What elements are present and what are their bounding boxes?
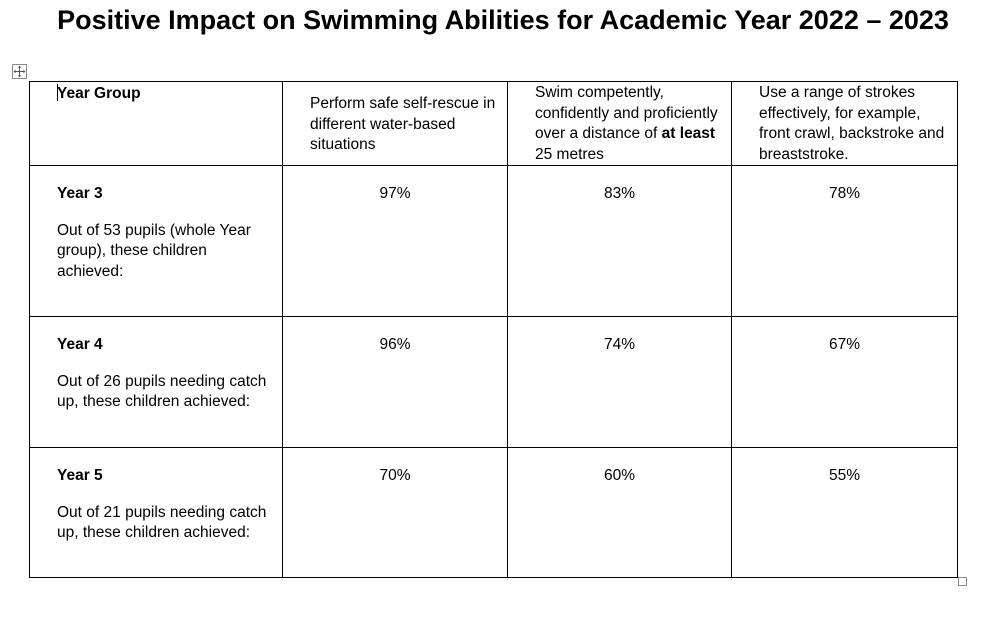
header-cell-self-rescue[interactable]: Perform safe self-rescue in different wa… <box>282 81 508 166</box>
value-cell[interactable]: 74% <box>507 316 732 448</box>
table-row: Year 4 Out of 26 pupils needing catch up… <box>29 316 958 448</box>
year-description: Out of 26 pupils needing catch up, these… <box>57 372 267 411</box>
header-self-rescue-label: Perform safe self-rescue in different wa… <box>310 95 496 153</box>
year-description: Out of 21 pupils needing catch up, these… <box>57 503 267 542</box>
year-cell[interactable]: Year 5 Out of 21 pupils needing catch up… <box>29 447 283 578</box>
text-cursor <box>57 84 58 101</box>
value-cell[interactable]: 78% <box>731 165 958 317</box>
year-cell[interactable]: Year 4 Out of 26 pupils needing catch up… <box>29 316 283 448</box>
value-cell[interactable]: 97% <box>282 165 508 317</box>
header-swim-distance-label: Swim competently, confidently and profic… <box>535 82 727 165</box>
value-cell[interactable]: 60% <box>507 447 732 578</box>
header-cell-year-group[interactable]: Year Group <box>29 81 283 166</box>
header-cell-swim-distance[interactable]: Swim competently, confidently and profic… <box>507 81 732 166</box>
table-row: Year 5 Out of 21 pupils needing catch up… <box>29 447 958 578</box>
move-arrows-icon <box>13 65 26 78</box>
table-resize-handle-icon[interactable] <box>958 577 967 586</box>
value-cell[interactable]: 55% <box>731 447 958 578</box>
value-cell[interactable]: 96% <box>282 316 508 448</box>
header-swim-distance-suffix: 25 metres <box>535 145 604 163</box>
header-year-group-label: Year Group <box>57 85 141 102</box>
table-header-row: Year Group Perform safe self-rescue in d… <box>29 81 958 166</box>
header-swim-distance-text: Swim competently, confidently and profic… <box>535 84 718 142</box>
swimming-results-table: Year Group Perform safe self-rescue in d… <box>29 81 958 578</box>
header-strokes-label: Use a range of strokes effectively, for … <box>759 84 945 163</box>
value-cell[interactable]: 70% <box>282 447 508 578</box>
year-cell[interactable]: Year 3 Out of 53 pupils (whole Year grou… <box>29 165 283 317</box>
year-label: Year 5 <box>57 467 103 484</box>
year-label: Year 3 <box>57 185 103 202</box>
page-title: Positive Impact on Swimming Abilities fo… <box>57 5 949 35</box>
value-cell[interactable]: 83% <box>507 165 732 317</box>
table-move-handle-icon[interactable] <box>12 64 27 79</box>
header-cell-strokes[interactable]: Use a range of strokes effectively, for … <box>731 81 958 166</box>
value-cell[interactable]: 67% <box>731 316 958 448</box>
header-swim-distance-bold: at least <box>661 125 716 142</box>
year-description: Out of 53 pupils (whole Year group), the… <box>57 221 251 280</box>
table-row: Year 3 Out of 53 pupils (whole Year grou… <box>29 165 958 317</box>
year-label: Year 4 <box>57 336 103 353</box>
